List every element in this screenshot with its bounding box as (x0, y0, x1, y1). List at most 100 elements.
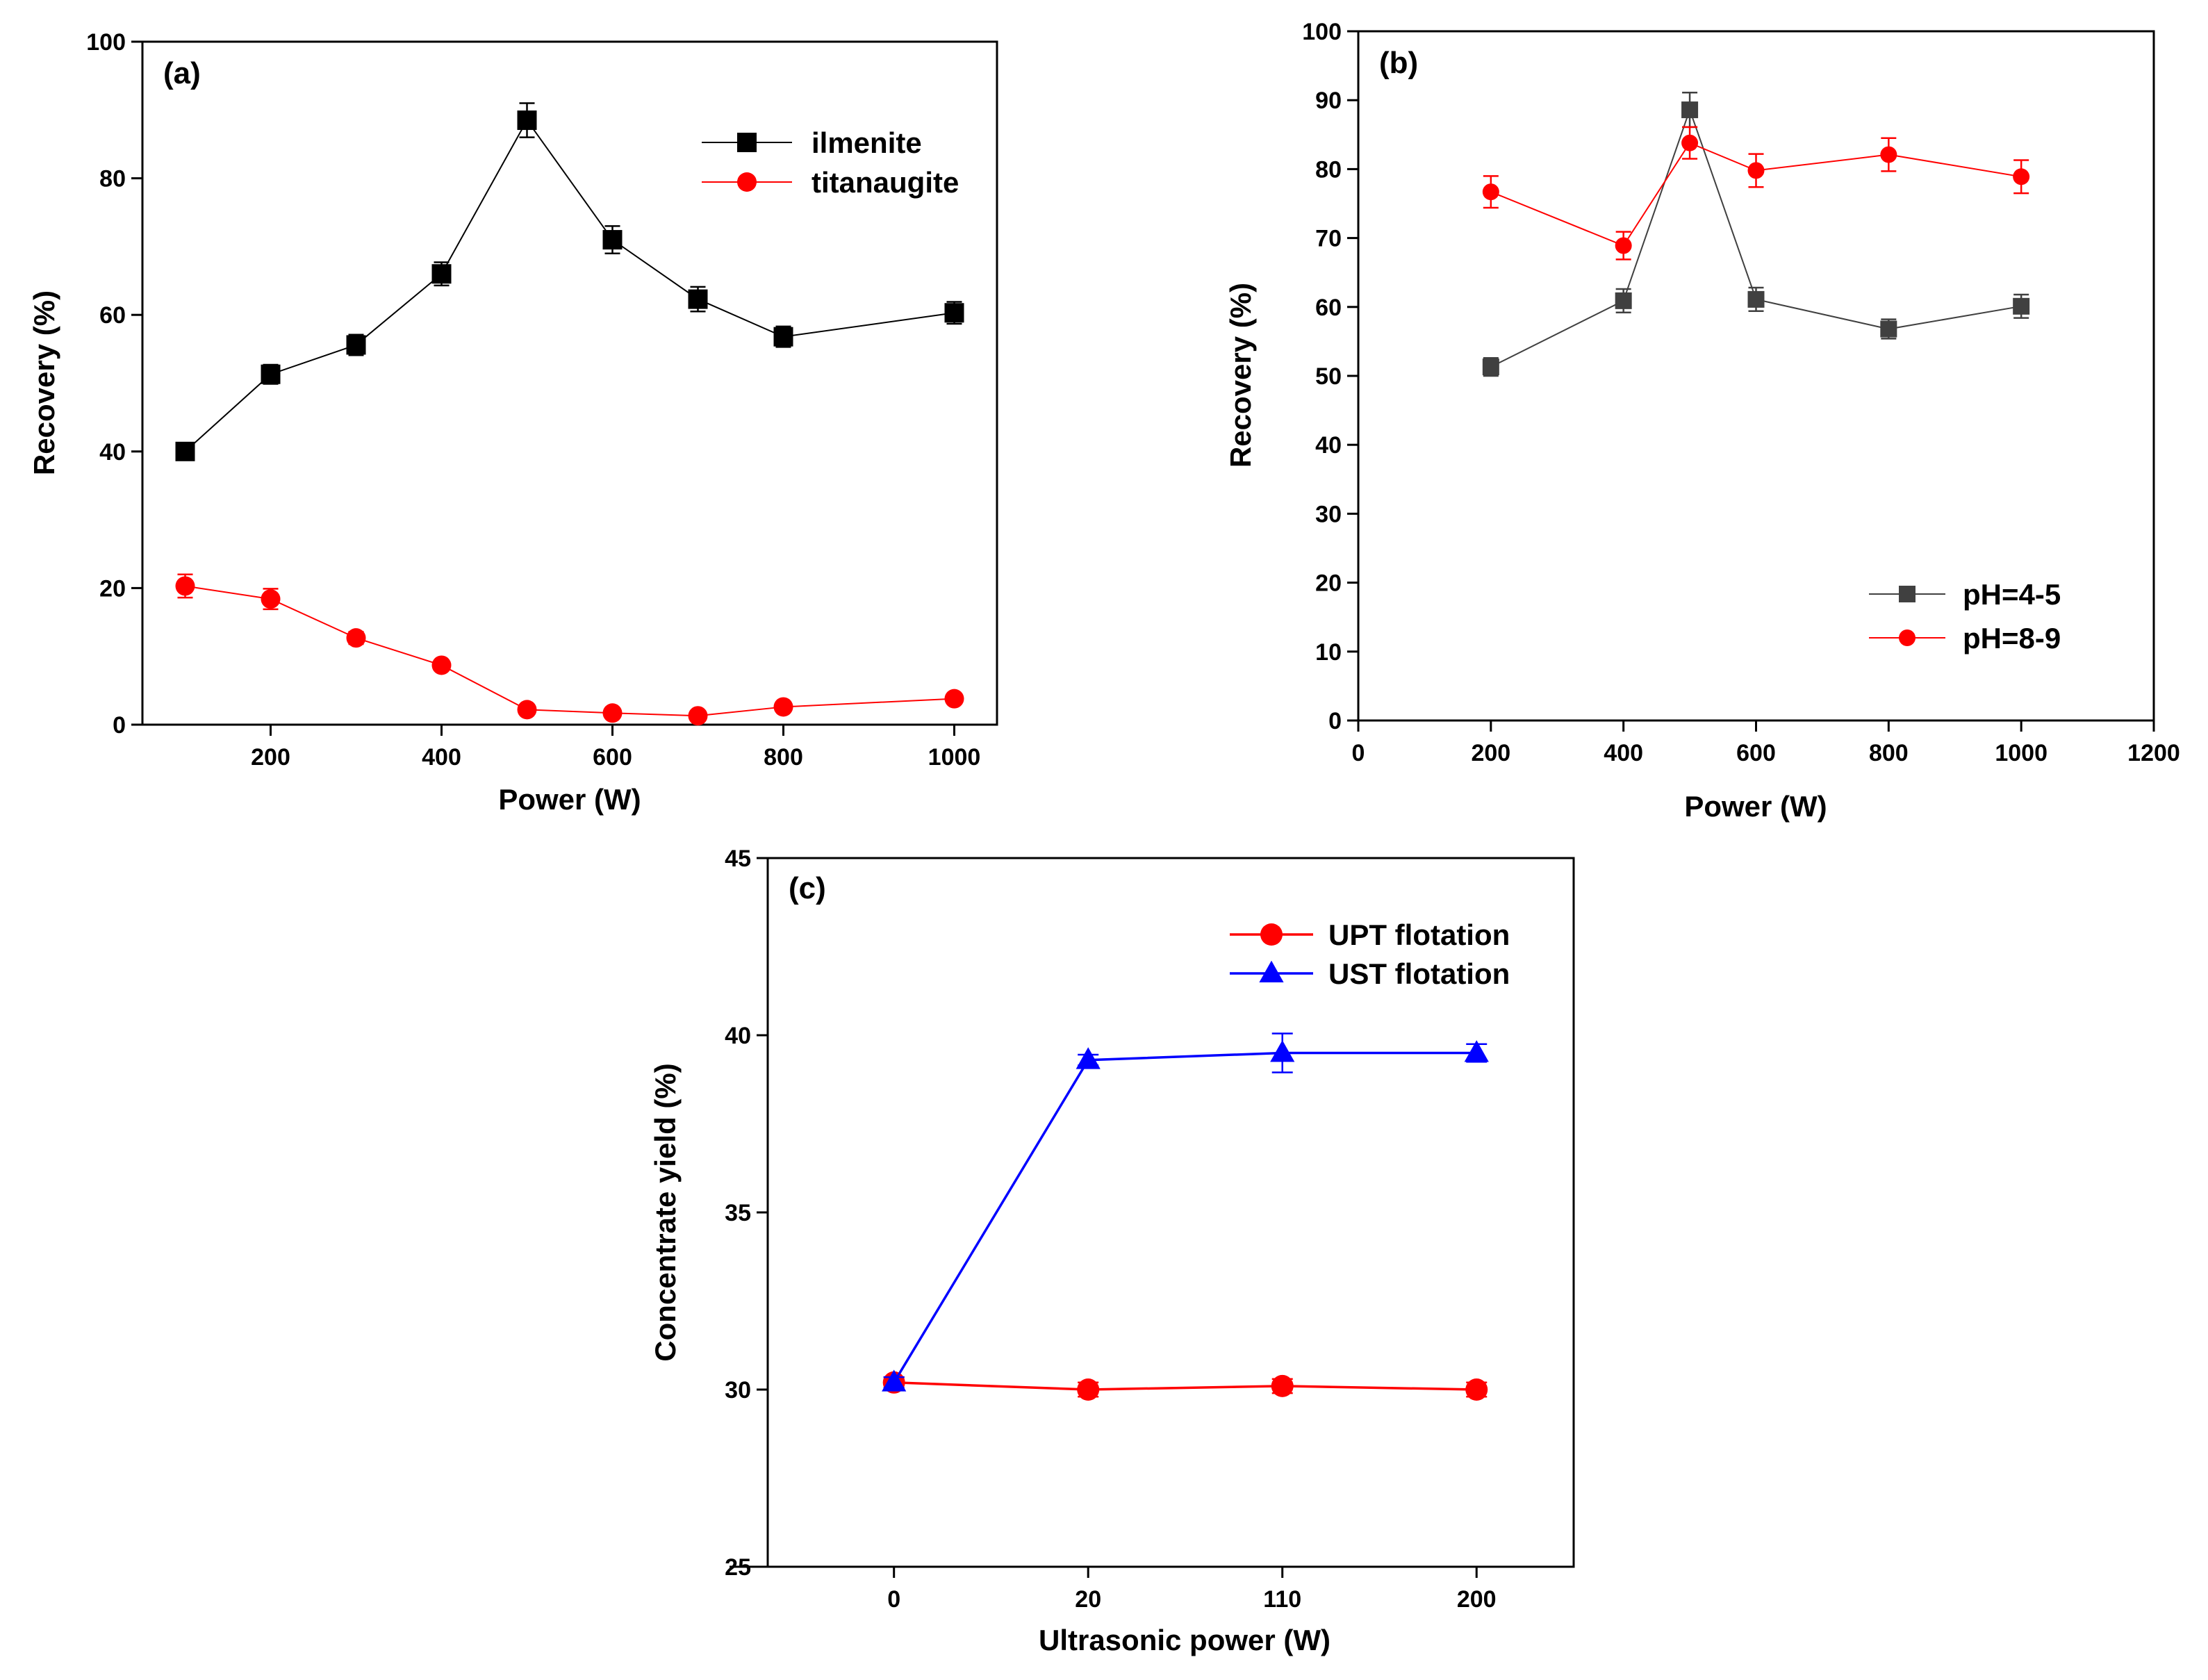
data-point (773, 697, 793, 717)
data-point (1880, 146, 1897, 163)
y-tick-label: 40 (99, 439, 126, 466)
y-tick-label: 45 (725, 846, 751, 872)
y-tick-label: 20 (1315, 570, 1342, 597)
data-point (346, 628, 366, 648)
x-tick-label: 800 (764, 744, 803, 771)
panel-b-label: (b) (1379, 46, 1418, 80)
x-tick-label: 110 (1263, 1586, 1301, 1613)
data-point (1464, 1040, 1489, 1062)
data-point (773, 327, 793, 347)
data-point (431, 264, 452, 284)
y-tick-label: 100 (86, 29, 126, 56)
legend-marker (737, 172, 757, 192)
series-ilmenite (175, 102, 964, 461)
x-tick-label: 200 (1457, 1586, 1497, 1613)
series-line (185, 585, 955, 717)
y-tick-label: 60 (1315, 295, 1342, 321)
data-point (1077, 1378, 1100, 1401)
x-tick-label: 0 (887, 1586, 900, 1613)
y-tick-label: 80 (1315, 156, 1342, 183)
y-tick-label: 35 (725, 1200, 751, 1226)
series-line (1490, 142, 2022, 247)
legend-marker (1899, 586, 1915, 602)
legend-item: pH=4-5 (1869, 578, 2061, 611)
y-tick-label: 50 (1315, 363, 1342, 390)
legend-item: UST flotation (1230, 957, 1510, 990)
series-ph-8-9 (1482, 126, 2030, 261)
y-tick-label: 70 (1315, 226, 1342, 252)
x-tick-label: 200 (1471, 740, 1510, 766)
x-tick-label: 400 (422, 744, 461, 771)
series-ph-4-5 (1482, 92, 2030, 377)
data-point (1271, 1374, 1294, 1397)
data-point (1681, 134, 1699, 151)
legend-label: UPT flotation (1328, 919, 1510, 951)
x-tick-label: 1000 (1995, 740, 2048, 766)
data-point (602, 703, 623, 723)
data-point (261, 589, 281, 609)
data-point (1681, 101, 1699, 119)
data-point (882, 1369, 907, 1392)
data-point (517, 700, 537, 720)
panel-b-xlabel: Power (W) (1684, 790, 1827, 823)
panel-a: 0 20 40 60 80 100 200 400 600 800 1000 (a) Power (… (28, 29, 998, 816)
panel-c-series (882, 1032, 1489, 1401)
legend-label: titanaugite (811, 166, 959, 199)
legend-label: pH=8-9 (1963, 622, 2061, 654)
series-line (893, 1051, 1477, 1383)
data-point (1465, 1378, 1488, 1401)
panel-a-legend: ilmenite titanaugite (702, 126, 959, 199)
panel-b-frame (1357, 30, 2155, 722)
y-tick-label: 40 (1315, 432, 1342, 459)
x-tick-label: 200 (251, 744, 290, 771)
data-point (602, 230, 623, 250)
legend-item: titanaugite (702, 166, 959, 199)
panel-c-label: (c) (789, 871, 826, 905)
x-tick-label: 600 (593, 744, 632, 771)
panel-a-axes: 0 20 40 60 80 100 200 400 600 800 1000 (86, 29, 980, 771)
y-tick-label: 90 (1315, 88, 1342, 114)
data-point (346, 335, 366, 355)
data-point (517, 110, 537, 131)
data-point (1747, 290, 1765, 308)
x-tick-label: 400 (1604, 740, 1643, 766)
legend-item: ilmenite (702, 126, 922, 159)
y-tick-label: 40 (725, 1023, 751, 1049)
data-point (944, 303, 964, 323)
data-point (1270, 1040, 1295, 1062)
legend-item: UPT flotation (1230, 919, 1510, 951)
y-tick-label: 0 (113, 712, 126, 739)
series-titanaugite (175, 573, 964, 726)
y-tick-label: 30 (1315, 501, 1342, 527)
panel-c-legend: UPT flotation UST flotation (1230, 919, 1510, 990)
data-point (688, 706, 708, 726)
panel-a-label: (a) (163, 56, 201, 90)
data-point (1482, 359, 1499, 376)
panel-a-frame (141, 40, 998, 726)
y-tick-label: 30 (725, 1377, 751, 1403)
x-tick-label: 20 (1075, 1586, 1101, 1613)
data-point (1615, 237, 1632, 254)
series-line (893, 1381, 1477, 1391)
y-tick-label: 20 (99, 575, 126, 602)
x-tick-label: 600 (1736, 740, 1776, 766)
panel-b-series (1482, 92, 2030, 377)
data-point (1747, 162, 1765, 179)
x-tick-label: 800 (1869, 740, 1909, 766)
panel-a-xlabel: Power (W) (498, 783, 641, 816)
y-tick-label: 100 (1302, 19, 1342, 45)
y-tick-label: 10 (1315, 639, 1342, 666)
legend-marker (737, 133, 757, 152)
panel-c-ylabel: Concentrate yield (%) (649, 1063, 682, 1361)
panel-b-legend: pH=4-5 pH=8-9 (1869, 578, 2061, 654)
legend-marker (1899, 629, 1915, 646)
legend-marker (1259, 960, 1284, 982)
series-line (1490, 108, 2022, 368)
panel-b-ylabel: Recovery (%) (1224, 283, 1257, 468)
x-tick-label: 0 (1352, 740, 1365, 766)
